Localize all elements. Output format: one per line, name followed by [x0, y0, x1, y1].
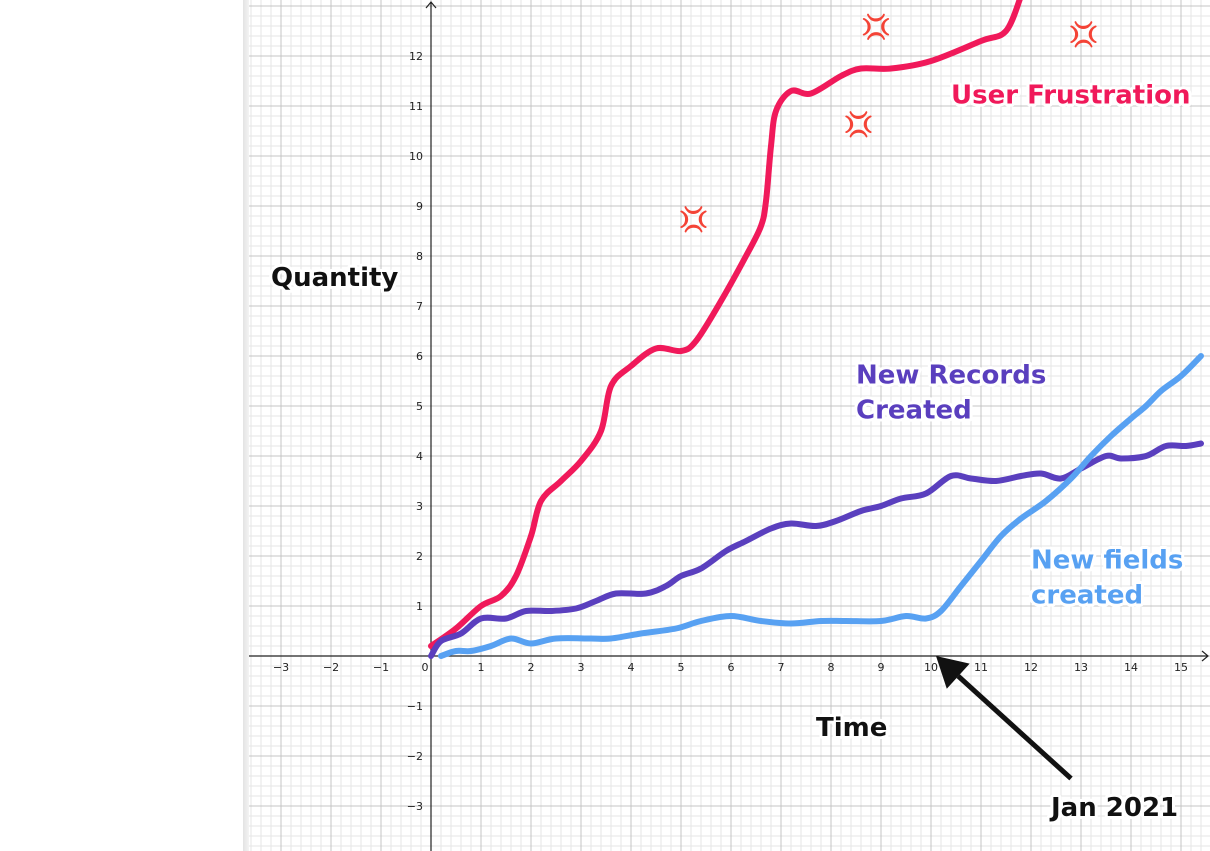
annotation-fields-2: created — [1031, 581, 1143, 611]
x-tick-label: 11 — [974, 661, 988, 674]
x-tick-label: −1 — [373, 661, 389, 674]
annotation-records-1: New Records — [856, 361, 1046, 391]
y-tick-label: 6 — [416, 350, 423, 363]
y-tick-label: 2 — [416, 550, 423, 563]
y-axis-arrowhead — [425, 1, 437, 9]
anger-emoji-icon: 💢 — [1069, 21, 1099, 49]
anger-emoji-icon: 💢 — [861, 13, 891, 41]
grid-minor-lines — [249, 0, 1210, 851]
graph-canvas[interactable]: −3 −2 −1 0 1 2 3 4 5 6 7 8 9 10 11 12 13 14 15−3−2−1123456… — [249, 0, 1210, 851]
x-tick-label: 4 — [628, 661, 635, 674]
x-tick-label: 3 — [578, 661, 585, 674]
y-tick-label: 9 — [416, 200, 423, 213]
y-tick-label: 12 — [409, 50, 423, 63]
anger-emoji-icon: 💢 — [679, 206, 709, 234]
y-tick-label: 11 — [409, 100, 423, 113]
annotation-frustration: User Frustration — [951, 81, 1191, 111]
arrow-head — [936, 656, 970, 689]
y-tick-label: 1 — [416, 600, 423, 613]
x-tick-label: 14 — [1124, 661, 1138, 674]
annotation-quantity: Quantity — [271, 263, 398, 293]
x-tick-label: 6 — [728, 661, 735, 674]
y-tick-label: 5 — [416, 400, 423, 413]
x-tick-label: 12 — [1024, 661, 1038, 674]
anger-emoji-icon: 💢 — [844, 111, 874, 139]
side-panel — [0, 0, 243, 851]
data-series — [428, 0, 1204, 659]
x-tick-label: 9 — [878, 661, 885, 674]
tick-labels: −3 −2 −1 0 1 2 3 4 5 6 7 8 9 10 11 12 13 14 15−3−2−1123456… — [273, 50, 1188, 813]
x-tick-label: 15 — [1174, 661, 1188, 674]
y-tick-label: −2 — [407, 750, 423, 763]
x-tick-label: 13 — [1074, 661, 1088, 674]
series-line-new-fields-created — [438, 353, 1204, 659]
x-tick-label: 2 — [528, 661, 535, 674]
x-tick-label: 7 — [778, 661, 785, 674]
x-tick-label: 5 — [678, 661, 685, 674]
jan-2021-arrow — [936, 656, 1073, 781]
y-tick-label: 8 — [416, 250, 423, 263]
x-tick-label: −3 — [273, 661, 289, 674]
x-tick-label: 8 — [828, 661, 835, 674]
y-tick-label: −1 — [407, 700, 423, 713]
x-tick-label: 10 — [924, 661, 938, 674]
x-tick-label: 0 — [422, 661, 429, 674]
x-axis-arrowhead — [1201, 650, 1209, 662]
y-tick-label: 10 — [409, 150, 423, 163]
anger-emojis: 💢 💢 💢 💢 — [679, 13, 1099, 234]
y-tick-label: 4 — [416, 450, 423, 463]
side-panel-resize-handle[interactable] — [243, 0, 249, 851]
axes — [249, 1, 1209, 851]
annotation-records-2: Created — [856, 396, 972, 426]
arrow-shaft — [956, 674, 1073, 781]
annotations: Quantity Time User Frustration New Records C… — [268, 78, 1194, 827]
annotation-fields-1: New fields — [1031, 546, 1183, 576]
y-tick-label: 7 — [416, 300, 423, 313]
y-tick-label: −3 — [407, 800, 423, 813]
x-tick-label: 1 — [478, 661, 485, 674]
y-tick-label: 3 — [416, 500, 423, 513]
x-tick-label: −2 — [323, 661, 339, 674]
series-line-user-frustration — [428, 0, 1023, 649]
annotation-time: Time — [816, 713, 887, 743]
annotation-jan: Jan 2021 — [1049, 793, 1178, 823]
